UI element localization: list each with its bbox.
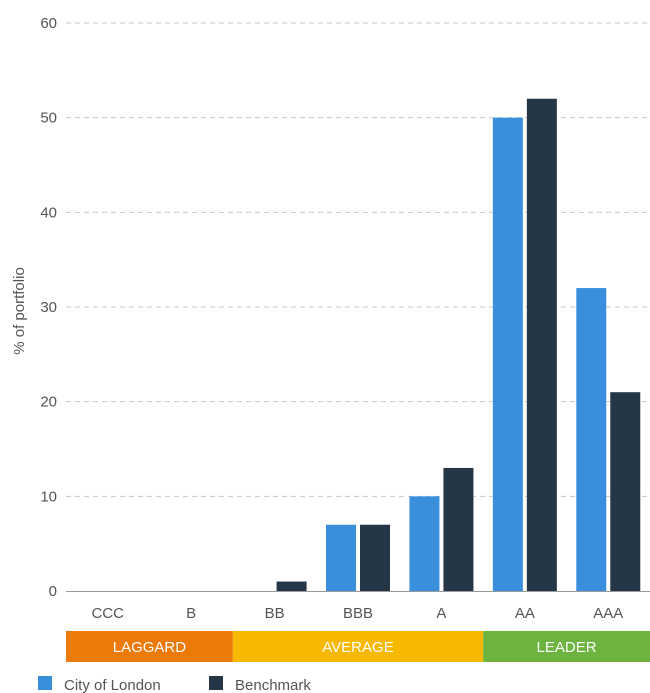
- y-tick-label-40: 40: [40, 204, 57, 221]
- y-tick-label-60: 60: [40, 15, 57, 32]
- bar-bbb-benchmark: [360, 524, 390, 591]
- bar-bbb-city-of-london: [326, 524, 356, 591]
- bar-aaa-city-of-london: [576, 288, 607, 591]
- band-label-average: AVERAGE: [322, 639, 393, 656]
- legend-label-benchmark: Benchmark: [235, 677, 311, 693]
- legend-swatch-benchmark: [209, 676, 223, 690]
- bar-aa-city-of-london: [492, 117, 523, 592]
- x-tick-label-aaa: AAA: [593, 605, 623, 622]
- bar-bb-benchmark: [276, 581, 307, 591]
- y-axis-ticks: 0 10 20 30 40 50 60: [40, 15, 57, 600]
- y-axis-label: % of portfolio: [11, 267, 28, 355]
- x-tick-label-ccc: CCC: [91, 605, 124, 622]
- legend-swatch-city-of-london: [38, 676, 52, 690]
- x-tick-label-bb: BB: [265, 605, 285, 622]
- x-tick-label-aa: AA: [515, 605, 535, 622]
- band-average: [232, 631, 484, 662]
- bar-a-city-of-london: [409, 496, 440, 591]
- legend: City of London Benchmark: [38, 676, 311, 693]
- y-tick-label-10: 10: [40, 488, 57, 505]
- bar-aa-benchmark: [526, 98, 557, 591]
- bars: [276, 98, 641, 592]
- band-label-laggard: LAGGARD: [113, 639, 187, 656]
- y-tick-label-50: 50: [40, 110, 57, 127]
- x-tick-label-b: B: [186, 605, 196, 622]
- gridlines: [66, 22, 650, 497]
- band-leader: [483, 631, 650, 662]
- bar-aaa-benchmark: [610, 392, 641, 591]
- y-tick-label-0: 0: [49, 583, 57, 600]
- band-laggard: [66, 631, 233, 662]
- legend-label-city-of-london: City of London: [64, 677, 161, 693]
- rating-bands: LAGGARD AVERAGE LEADER: [66, 631, 650, 662]
- bar-a-benchmark: [443, 467, 474, 591]
- y-tick-label-30: 30: [40, 299, 57, 316]
- x-tick-label-bbb: BBB: [343, 605, 373, 622]
- x-axis-category-labels: CCC B BB BBB A AA AAA: [91, 605, 623, 622]
- y-tick-label-20: 20: [40, 394, 57, 411]
- band-label-leader: LEADER: [537, 639, 597, 656]
- x-tick-label-a: A: [436, 605, 446, 622]
